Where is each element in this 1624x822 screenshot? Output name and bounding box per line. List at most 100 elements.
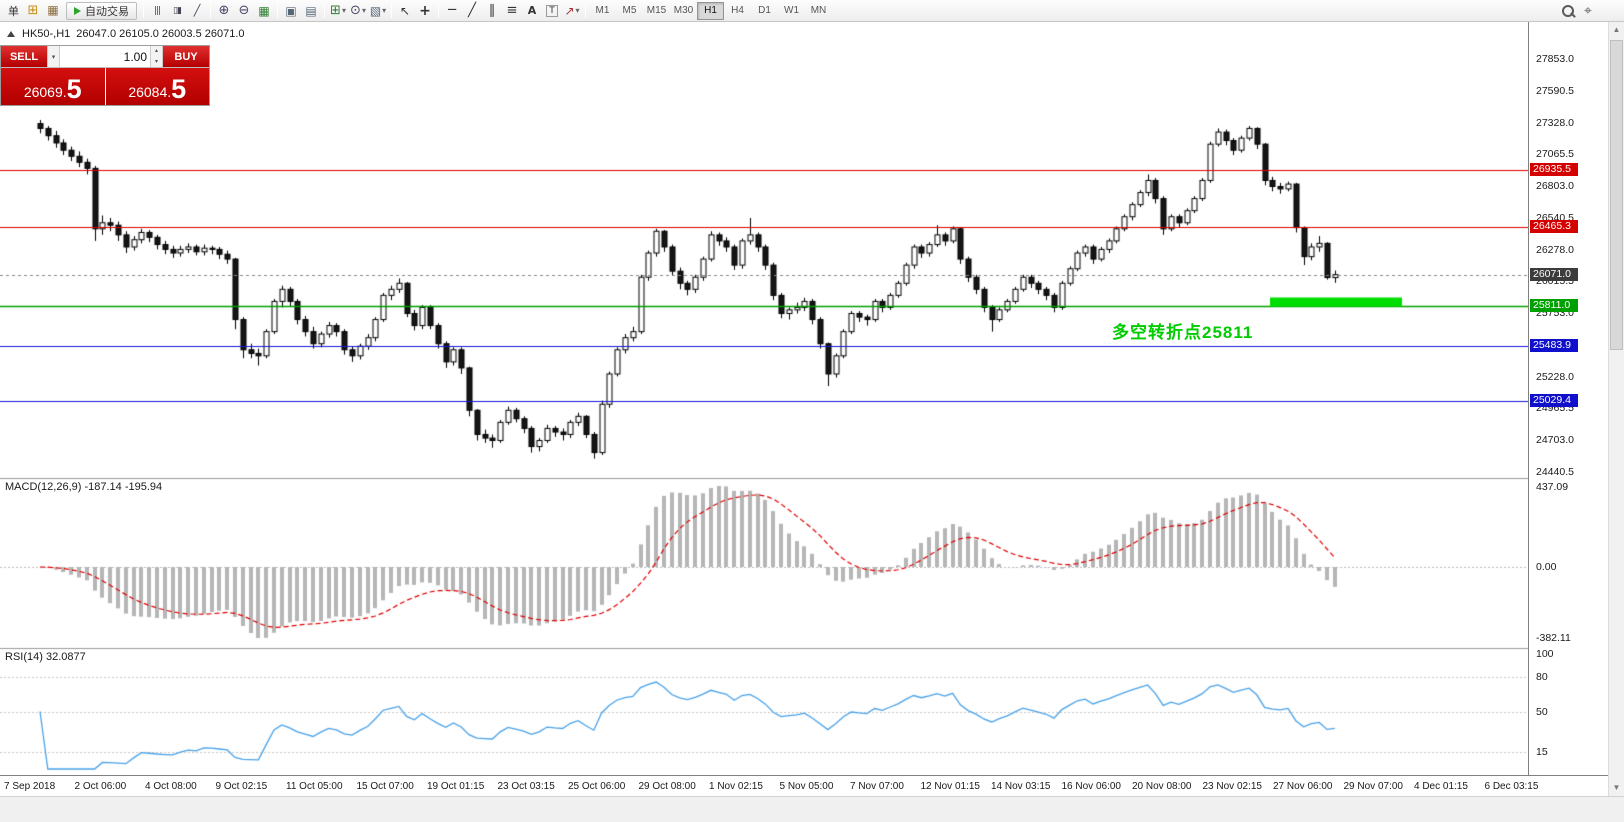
timeframe-d1-button[interactable]: D1: [751, 2, 778, 20]
macd-indicator-label: MACD(12,26,9) -187.14 -195.94: [5, 481, 163, 493]
panel-divider-macd[interactable]: [0, 475, 1528, 481]
play-icon: [74, 6, 81, 15]
pan-icon[interactable]: [1578, 2, 1598, 20]
vertical-scrollbar[interactable]: [1608, 22, 1624, 796]
arrows-icon[interactable]: [562, 2, 582, 20]
line-chart-icon[interactable]: [187, 2, 207, 20]
lot-size-input[interactable]: [60, 46, 150, 67]
toolbar-separator: [324, 3, 325, 18]
cascade-windows-icon[interactable]: [281, 2, 301, 20]
text-icon[interactable]: [522, 2, 542, 20]
candles-chart-icon[interactable]: [167, 2, 187, 20]
tile-windows-icon[interactable]: [254, 2, 274, 20]
lot-decrease-button[interactable]: [151, 56, 162, 67]
ohlc-values: 26047.0 26105.0 26003.5 26071.0: [76, 28, 245, 40]
price-tag-26465.3: 26465.3: [1530, 219, 1578, 233]
buy-price-display[interactable]: 26084. 5: [105, 68, 209, 105]
zoom-out-icon[interactable]: [234, 2, 254, 20]
timeframe-h1-button[interactable]: H1: [697, 1, 724, 20]
annotation-text[interactable]: 多空转折点25811: [1112, 323, 1254, 342]
toolbar-separator: [391, 3, 392, 18]
price-tag-25811.0: 25811.0: [1530, 299, 1578, 313]
toolbar-separator: [210, 3, 211, 18]
time-axis-label: 5 Nov 05:00: [779, 781, 834, 792]
scrollbar-thumb[interactable]: [1610, 40, 1623, 350]
time-axis-label: 6 Dec 03:15: [1484, 781, 1539, 792]
menu-order-label[interactable]: 单: [8, 5, 19, 18]
price-tag-25029.4: 25029.4: [1530, 393, 1578, 407]
hline-icon[interactable]: [442, 2, 462, 20]
price-tag-26071.0: 26071.0: [1530, 267, 1578, 281]
search-icon[interactable]: [1558, 2, 1578, 20]
status-bar: [0, 796, 1624, 822]
timeframe-m5-button[interactable]: M5: [616, 2, 643, 20]
new-order-icon[interactable]: [23, 2, 43, 20]
bid-price-pip: 5: [66, 74, 82, 104]
time-axis-label: 7 Sep 2018: [4, 781, 56, 792]
crosshair-icon[interactable]: [415, 2, 435, 20]
scrollbar-up-arrow-icon[interactable]: [1609, 22, 1624, 38]
toolbar-separator: [277, 3, 278, 18]
price-axis-label: 25228.0: [1536, 370, 1574, 383]
trendline-icon[interactable]: [462, 2, 482, 20]
timeframe-m15-button[interactable]: M15: [643, 2, 670, 20]
macd-axis-label: -382.11: [1536, 632, 1571, 644]
time-axis-label: 2 Oct 06:00: [74, 781, 127, 792]
buy-button[interactable]: BUY: [163, 46, 209, 67]
chart-area: HK50-,H1 26047.0 26105.0 26003.5 26071.0…: [0, 22, 1608, 796]
symbol-ohlc-header: HK50-,H1 26047.0 26105.0 26003.5 26071.0: [7, 28, 245, 40]
bars-chart-icon[interactable]: [147, 2, 167, 20]
time-axis-label: 23 Nov 02:15: [1202, 781, 1263, 792]
collapse-panel-icon[interactable]: [7, 31, 15, 37]
one-click-controls-row: SELL BUY: [1, 46, 209, 68]
toolbar-separator: [585, 3, 586, 18]
price-axis-label: 27853.0: [1536, 53, 1574, 66]
sell-price-display[interactable]: 26069. 5: [1, 68, 105, 105]
autotrade-label: 自动交易: [85, 5, 129, 18]
toolbar-separator: [143, 3, 144, 18]
lot-increase-button[interactable]: [151, 46, 162, 57]
timeframe-w1-button[interactable]: W1: [778, 2, 805, 20]
time-axis-label: 14 Nov 03:15: [991, 781, 1051, 792]
label-icon[interactable]: [542, 2, 562, 20]
price-axis-label: 26278.0: [1536, 243, 1574, 256]
chart-window-icon[interactable]: [43, 1, 63, 19]
fibonacci-icon[interactable]: [502, 2, 522, 20]
price-tag-26935.5: 26935.5: [1530, 163, 1578, 177]
time-axis-label: 4 Oct 08:00: [145, 781, 197, 792]
ask-price-main: 26084.: [128, 84, 172, 100]
profiles-icon[interactable]: [348, 2, 368, 20]
timeframe-m1-button[interactable]: M1: [589, 2, 616, 20]
symbol-label: HK50-,H1: [22, 28, 71, 40]
time-axis-label: 1 Nov 02:15: [709, 781, 763, 792]
time-axis-label: 20 Nov 08:00: [1132, 781, 1192, 792]
price-axis-label: 26803.0: [1536, 180, 1574, 193]
panel-divider-rsi[interactable]: [0, 645, 1528, 651]
zoom-in-icon[interactable]: [214, 2, 234, 20]
lot-dropdown-button[interactable]: [47, 46, 60, 67]
rsi-axis-label: 15: [1536, 745, 1548, 758]
time-axis-label: 23 Oct 03:15: [497, 781, 555, 792]
time-axis-label: 7 Nov 07:00: [850, 781, 904, 792]
price-axis-label: 27065.5: [1536, 148, 1574, 161]
timeframe-m30-button[interactable]: M30: [670, 2, 697, 20]
new-chart-icon[interactable]: [328, 2, 348, 20]
templates-icon[interactable]: [368, 2, 388, 20]
sell-button[interactable]: SELL: [1, 46, 47, 67]
scrollbar-down-arrow-icon[interactable]: [1609, 780, 1624, 796]
timeframe-h4-button[interactable]: H4: [724, 2, 751, 20]
timeframe-mn-button[interactable]: MN: [805, 2, 832, 20]
time-axis-label: 19 Oct 01:15: [427, 781, 485, 792]
price-axis-label: 27590.5: [1536, 84, 1574, 97]
price-axis-label: 27328.0: [1536, 116, 1574, 129]
price-axis: 27853.0 27590.5 27328.0 27065.5 26803.0 26540…: [1528, 22, 1608, 775]
price-chart-canvas[interactable]: [0, 22, 1528, 775]
autotrade-button[interactable]: 自动交易: [66, 1, 137, 20]
macd-axis-label: 0.00: [1536, 561, 1557, 573]
cursor-icon[interactable]: [395, 2, 415, 20]
tile-horizontal-icon[interactable]: [301, 2, 321, 20]
price-axis-label: 24703.0: [1536, 434, 1574, 447]
bid-price-main: 26069.: [23, 84, 67, 100]
channel-icon[interactable]: [482, 2, 502, 20]
